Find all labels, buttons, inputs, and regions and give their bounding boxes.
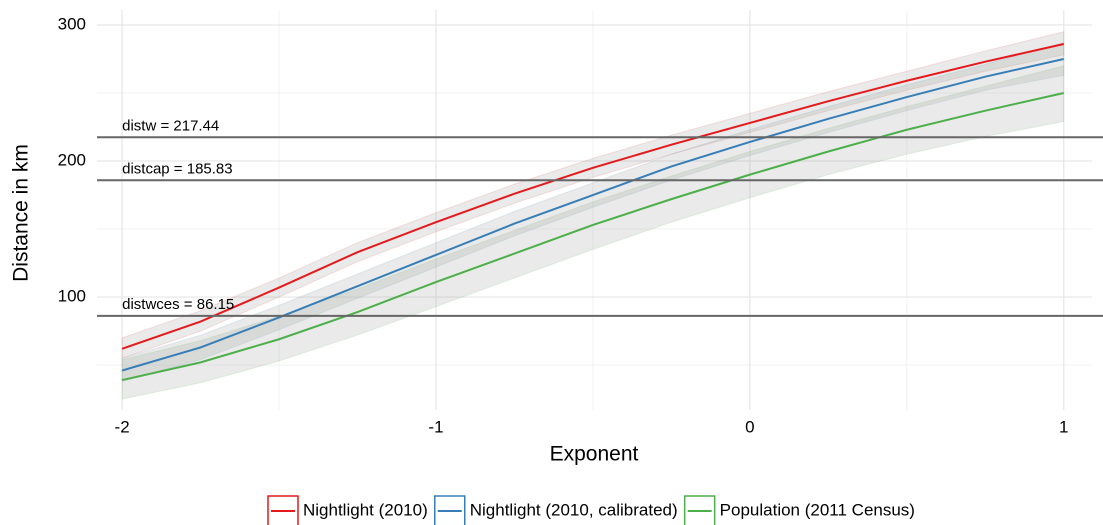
y-axis-title: Distance in km — [10, 144, 33, 282]
legend-label: Nightlight (2010) — [303, 500, 428, 519]
y-tick-label: 100 — [58, 287, 86, 306]
legend-label: Nightlight (2010, calibrated) — [470, 500, 678, 519]
legend: Nightlight (2010) Nightlight (2010, calib… — [267, 495, 915, 525]
series-line — [121, 92, 1064, 382]
ribbon — [121, 41, 1065, 383]
x-tick-label: -1 — [428, 417, 443, 436]
x-tick-label: -2 — [115, 417, 130, 436]
x-axis-title: Exponent — [550, 443, 639, 466]
reference-label: distcap = 185.83 — [122, 160, 233, 177]
legend-label: Population (2011 Census) — [720, 500, 915, 519]
ribbon — [121, 31, 1065, 360]
reference-label: distw = 217.44 — [122, 117, 219, 134]
series-line — [121, 58, 1064, 372]
reference-label: distwces = 86.15 — [122, 296, 234, 313]
x-tick-label: 0 — [745, 417, 754, 436]
series-line — [121, 43, 1064, 350]
x-tick-label: 1 — [1059, 417, 1068, 436]
y-tick-label: 300 — [58, 14, 86, 33]
y-tick-label: 200 — [58, 151, 86, 170]
